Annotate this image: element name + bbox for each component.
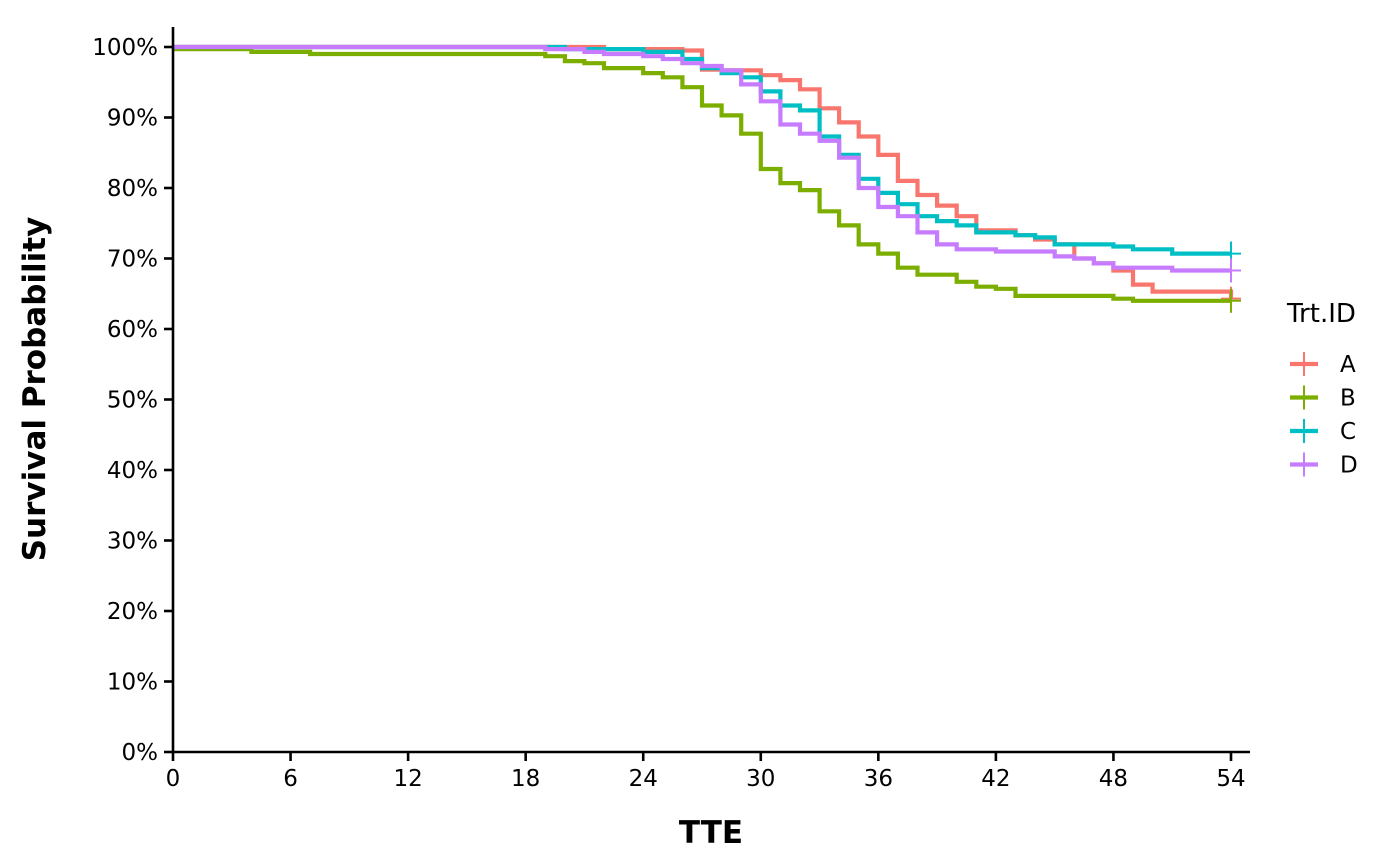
y-tick-label: 100%	[92, 35, 158, 61]
legend-key-c	[1290, 419, 1318, 443]
legend-label: B	[1340, 386, 1356, 412]
x-tick-label: 36	[864, 766, 893, 792]
legend-label: A	[1340, 352, 1356, 378]
y-tick-label: 90%	[107, 106, 158, 132]
x-tick-label: 54	[1216, 766, 1245, 792]
x-tick-label: 30	[746, 766, 775, 792]
legend-label: C	[1340, 419, 1356, 445]
censor-mark-d	[1221, 258, 1241, 283]
legend-key-d	[1290, 452, 1318, 477]
x-tick-label: 0	[166, 766, 181, 792]
y-axis-ticks: 0% 10% 20% 30% 40% 50% 60% 70% 80% 90% 100%	[92, 35, 173, 766]
legend-item-d: D	[1290, 452, 1358, 479]
x-tick-label: 6	[283, 766, 298, 792]
legend-key-a	[1290, 352, 1318, 376]
series-line-c	[173, 44, 1231, 256]
censor-mark-b	[1221, 288, 1241, 313]
plot-area	[173, 44, 1241, 313]
x-tick-label: 24	[629, 766, 658, 792]
series-line-a	[173, 44, 1234, 299]
legend-item-b: B	[1290, 385, 1356, 412]
y-tick-label: 30%	[107, 529, 158, 555]
y-tick-label: 10%	[107, 670, 158, 696]
legend-title: Trt.ID	[1286, 299, 1356, 329]
x-tick-label: 48	[1099, 766, 1128, 792]
series-line-b	[173, 47, 1231, 303]
legend-key-b	[1290, 385, 1318, 410]
x-tick-label: 42	[981, 766, 1010, 792]
y-tick-label: 0%	[122, 740, 159, 766]
x-axis-title: TTE	[679, 815, 743, 851]
y-tick-label: 80%	[107, 176, 158, 202]
x-tick-label: 12	[393, 766, 422, 792]
y-tick-label: 60%	[107, 317, 158, 343]
y-tick-label: 40%	[107, 458, 158, 484]
legend-item-a: A	[1290, 352, 1356, 378]
x-tick-label: 18	[511, 766, 540, 792]
legend-item-c: C	[1290, 419, 1356, 445]
y-tick-label: 50%	[107, 388, 158, 414]
y-tick-label: 70%	[107, 247, 158, 273]
legend-label: D	[1340, 453, 1358, 479]
axes: 0 6 12 18 24 30 36 42 48 54 0% 10% 20% 30% 40% 50% 60% 7…	[92, 27, 1250, 792]
y-axis-title: Survival Probability	[17, 217, 53, 562]
y-tick-label: 20%	[107, 599, 158, 625]
x-axis-ticks: 0 6 12 18 24 30 36 42 48 54	[166, 752, 1246, 792]
series-line-d	[173, 44, 1231, 273]
